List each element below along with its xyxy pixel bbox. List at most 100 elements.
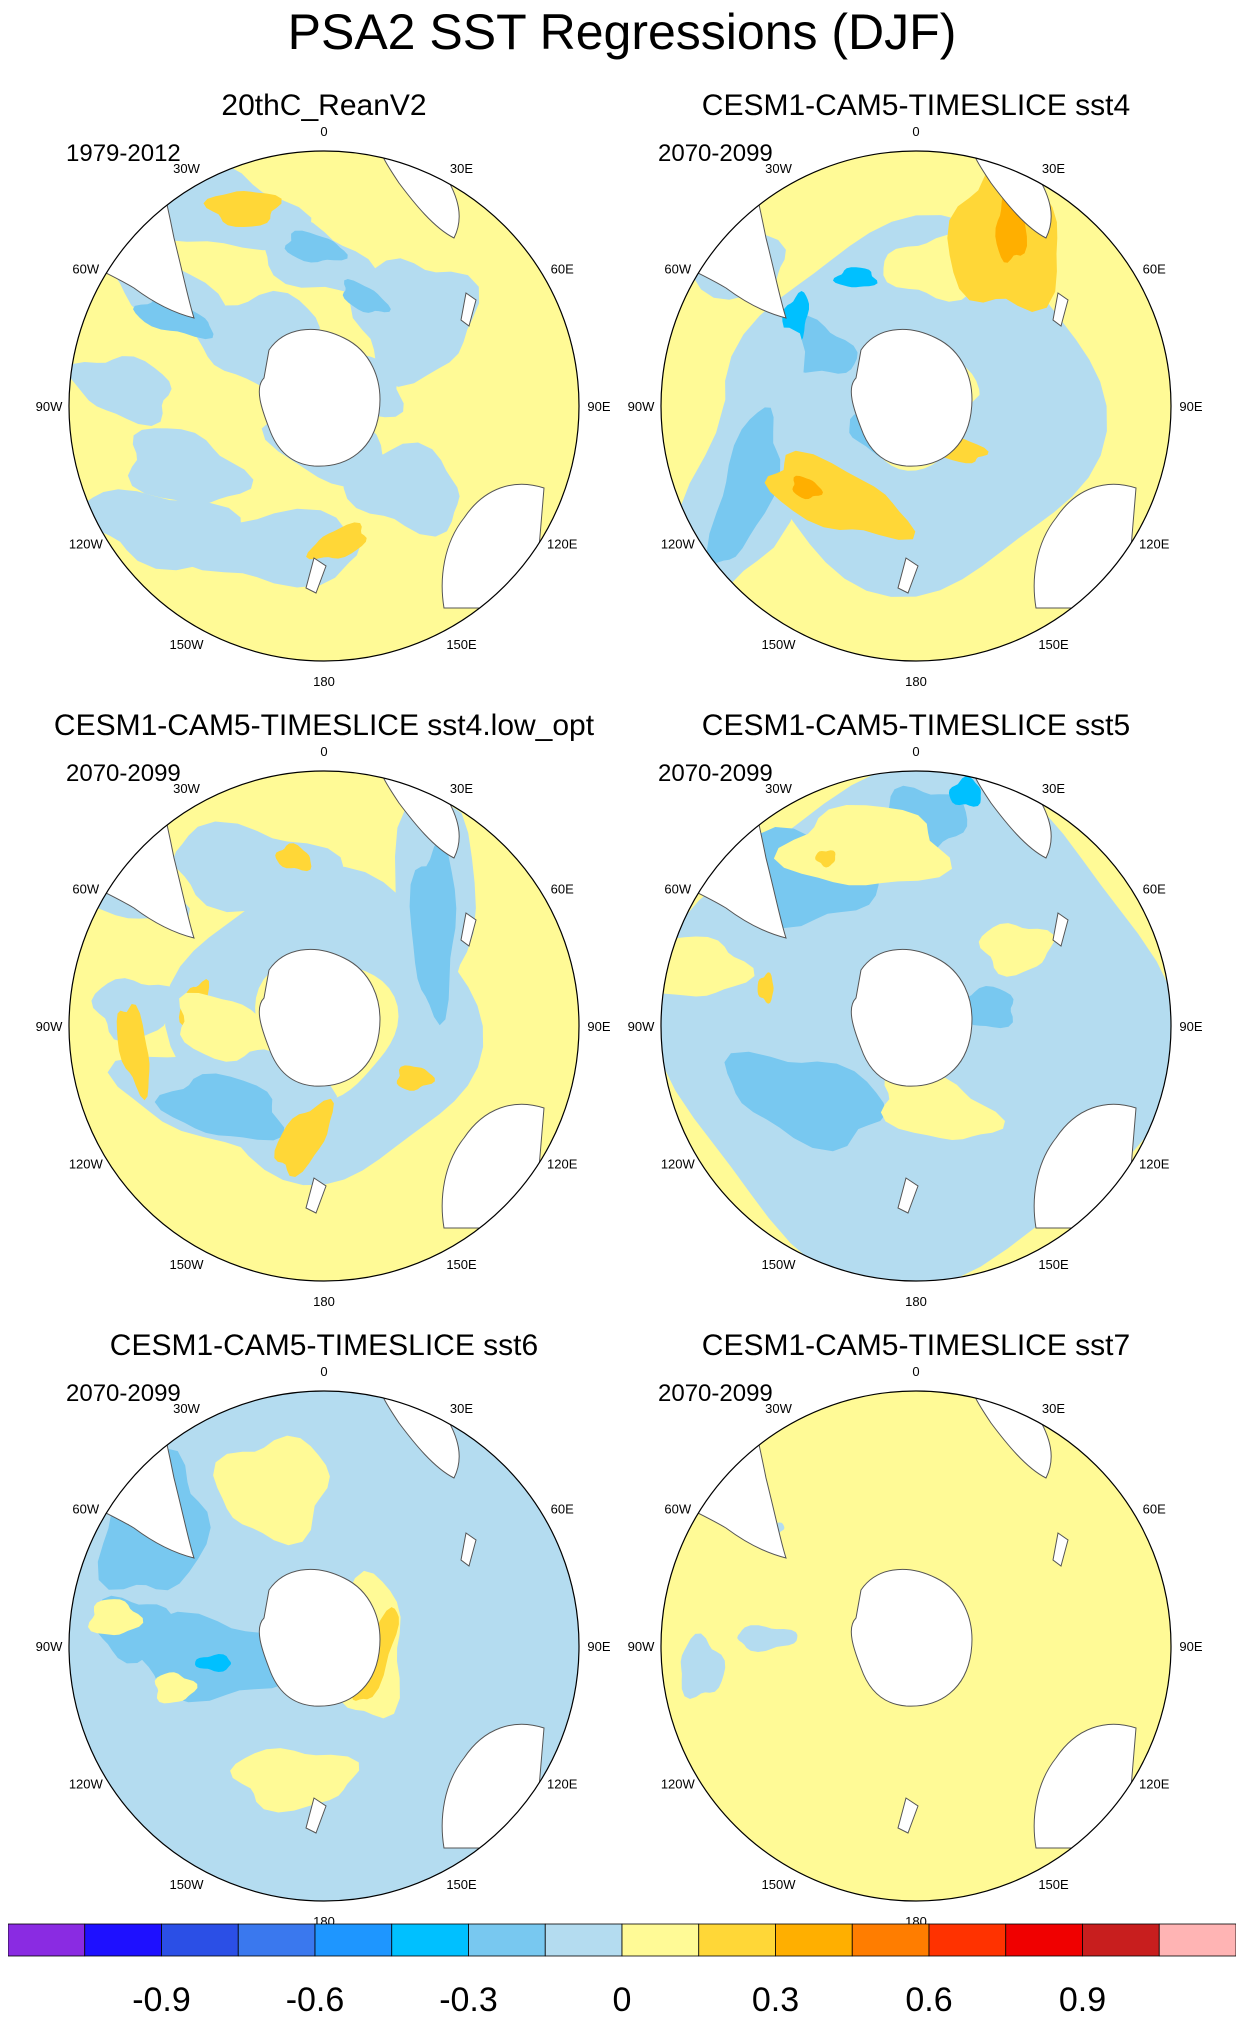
longitude-label: 60E [1143, 882, 1166, 897]
longitude-label: 90E [587, 399, 610, 414]
panel-title: 20thC_ReanV2 [221, 89, 427, 122]
sst-anomaly-region [127, 428, 254, 505]
longitude-label: 150W [170, 1257, 205, 1272]
sst-anomaly-region [69, 356, 172, 426]
sst-anomaly-region [133, 297, 214, 340]
land-mass [897, 1797, 919, 1834]
colorbar-swatch [928, 1923, 1007, 1957]
longitude-label: 0 [912, 124, 919, 139]
colorbar-tick-label: 0 [612, 1981, 632, 2019]
map-panel-sst7: 0 30E 60E 90E 120E 150E 180 150W 120W 90W 60W 30W C… [606, 1328, 1226, 1948]
map-panel-sst6: 0 30E 60E 90E 120E 150E 180 150W 120W 90W 60W 30W C… [14, 1328, 634, 1948]
land-mass [305, 1797, 327, 1834]
longitude-label: 90E [587, 1019, 610, 1034]
sst-anomaly-region [833, 267, 878, 288]
map-panel-sst4-low-opt: 0 30E 60E 90E 120E 150E 180 150W 120W 90W 60W 30W C… [14, 708, 634, 1328]
longitude-label: 150W [170, 1877, 205, 1892]
land-mass [305, 557, 327, 594]
land-mass [460, 912, 477, 947]
longitude-label: 0 [320, 1364, 327, 1379]
land-mass [258, 1568, 381, 1707]
main-title: PSA2 SST Regressions (DJF) [287, 4, 957, 60]
land-mass [1052, 292, 1069, 327]
longitude-label: 90W [36, 399, 63, 414]
longitude-label: 30W [765, 781, 792, 796]
longitude-label: 180 [313, 674, 335, 689]
sst-anomaly-region [154, 1672, 198, 1704]
longitude-label: 30E [450, 1401, 473, 1416]
land-mass [850, 328, 973, 467]
colorbar-swatch [621, 1923, 700, 1957]
longitude-label: 120W [661, 1777, 696, 1792]
longitude-label: 60W [72, 1502, 99, 1517]
colorbar-swatch [851, 1923, 930, 1957]
sst-anomaly-region [230, 1748, 360, 1813]
sst-anomaly-region [409, 838, 457, 1026]
longitude-label: 150E [1038, 1257, 1069, 1272]
sst-anomaly-region [880, 1072, 1005, 1140]
colorbar-swatch [698, 1923, 776, 1957]
longitude-label: 0 [912, 744, 919, 759]
sst-anomaly-region [172, 821, 344, 913]
longitude-label: 150W [762, 1257, 797, 1272]
sst-anomaly-region [680, 1633, 726, 1699]
sst-anomaly-region [396, 1065, 435, 1091]
sst-anomaly-region [88, 1599, 144, 1636]
colorbar-tick-label: 0.9 [1058, 1981, 1107, 2019]
longitude-label: 30E [1042, 781, 1065, 796]
longitude-label: 30E [1042, 161, 1065, 176]
longitude-label: 0 [912, 1364, 919, 1379]
colorbar-tick-label: 0.3 [751, 1981, 800, 2019]
longitude-label: 150E [1038, 637, 1069, 652]
longitude-label: 60E [1143, 1502, 1166, 1517]
longitude-label: 90W [36, 1639, 63, 1654]
sst-anomaly-region [757, 972, 774, 1004]
colorbar-swatch [468, 1923, 546, 1957]
longitude-label: 150W [170, 637, 205, 652]
colorbar-swatch [237, 1923, 316, 1957]
colorbar-tick-label: -0.3 [439, 1981, 498, 2019]
sst-anomaly-region [179, 992, 282, 1062]
land-mass [460, 292, 477, 327]
longitude-label: 30E [450, 781, 473, 796]
colorbar-swatch [314, 1923, 393, 1957]
longitude-label: 90W [628, 1639, 655, 1654]
map-boundary [68, 770, 580, 1282]
longitude-label: 120W [69, 537, 104, 552]
longitude-label: 90W [628, 1019, 655, 1034]
sst-anomaly-region [342, 442, 460, 537]
land-mass [897, 1177, 919, 1214]
sst-anomaly-region [203, 191, 282, 227]
land-mass [460, 1532, 477, 1567]
colorbar-swatch [1082, 1923, 1160, 1957]
longitude-label: 90E [1179, 1019, 1202, 1034]
longitude-label: 150W [762, 1877, 797, 1892]
land-mass [850, 1568, 973, 1707]
sst-anomaly-region [815, 850, 836, 868]
colorbar-swatch [391, 1923, 469, 1957]
sst-anomaly-region [706, 407, 781, 563]
longitude-label: 60W [72, 882, 99, 897]
colorbar-swatch [544, 1923, 623, 1957]
period-label: 2070-2099 [658, 140, 773, 167]
sst-anomaly-region [764, 450, 916, 540]
longitude-label: 30W [765, 161, 792, 176]
map-boundary [660, 1390, 1172, 1902]
polar-map-sst4low: 0 30E 60E 90E 120E 150E 180 150W 120W 90W 60W 30W [36, 744, 611, 1309]
longitude-label: 180 [905, 674, 927, 689]
period-label: 1979-2012 [66, 140, 181, 167]
sst-anomaly-region [737, 1625, 798, 1652]
map-boundary [68, 1390, 580, 1902]
longitude-label: 120W [661, 1157, 696, 1172]
longitude-label: 120E [1139, 1157, 1170, 1172]
sst-anomaly-region [792, 475, 823, 500]
longitude-label: 0 [320, 124, 327, 139]
colorbar-tick-label: 0.6 [905, 1981, 953, 2019]
panel-title: CESM1-CAM5-TIMESLICE sst5 [701, 709, 1131, 742]
map-boundary [660, 150, 1172, 662]
map-boundary [68, 150, 580, 662]
period-label: 2070-2099 [66, 1380, 181, 1407]
longitude-label: 60E [1143, 262, 1166, 277]
land-mass [258, 328, 381, 467]
land-mass [305, 1177, 327, 1214]
